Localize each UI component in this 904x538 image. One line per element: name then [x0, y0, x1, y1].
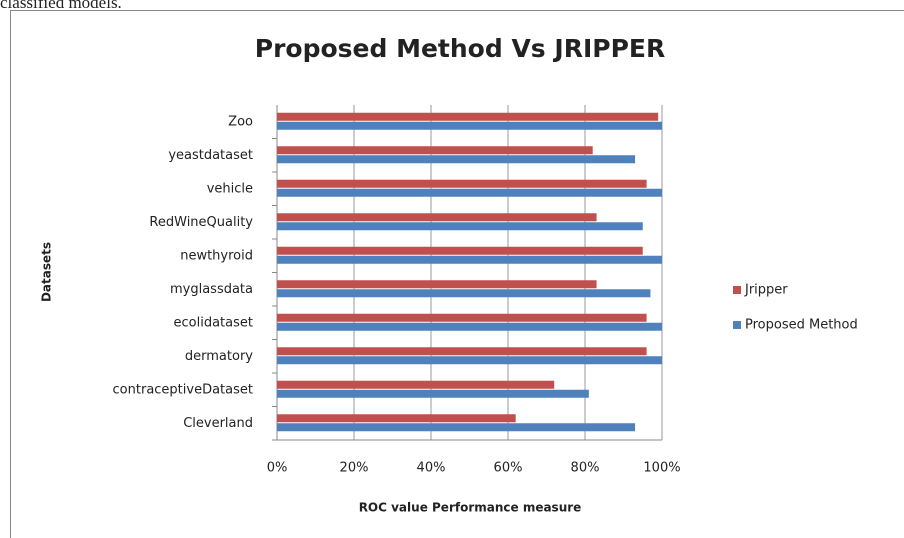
bar: [277, 289, 651, 298]
bar: [277, 347, 647, 356]
x-tick-label: 0%: [267, 461, 288, 476]
y-tick-label: vehicle: [207, 181, 253, 196]
bar: [277, 222, 643, 231]
bar: [277, 255, 662, 264]
caption: classified models.: [0, 0, 122, 12]
y-axis-label: Datasets: [40, 242, 54, 302]
legend-swatch: [733, 321, 741, 329]
bar: [277, 389, 589, 398]
bar: [277, 188, 662, 197]
y-tick-label: Cleverland: [183, 416, 253, 431]
x-tick-label: 60%: [494, 461, 523, 476]
y-tick-label: newthyroid: [180, 248, 253, 263]
legend-label: Proposed Method: [745, 318, 858, 333]
bar: [277, 414, 516, 423]
bar: [277, 155, 636, 164]
chart-title: Proposed Method Vs JRIPPER: [255, 34, 665, 63]
bar: [277, 179, 647, 188]
x-tick-label: 20%: [340, 461, 369, 476]
bar: [277, 423, 636, 432]
x-axis-label: ROC value Performance measure: [359, 501, 582, 515]
bar: [277, 280, 597, 289]
bar: [277, 322, 662, 331]
y-tick-label: myglassdata: [170, 282, 253, 297]
bar: [277, 121, 662, 130]
y-tick-label: ecolidataset: [174, 315, 253, 330]
y-tick-label: contraceptiveDataset: [113, 382, 253, 397]
bar: [277, 246, 643, 255]
x-tick-label: 100%: [643, 461, 680, 476]
legend-label: Jripper: [744, 283, 788, 298]
y-tick-label: RedWineQuality: [149, 215, 253, 230]
bar: [277, 213, 597, 222]
bar: [277, 380, 555, 389]
legend-swatch: [733, 286, 741, 294]
bar: [277, 313, 647, 322]
x-tick-label: 80%: [571, 461, 600, 476]
y-tick-label: dermatory: [185, 349, 253, 364]
chart-border: [10, 10, 904, 538]
bar: [277, 112, 659, 121]
x-tick-label: 40%: [417, 461, 446, 476]
bar: [277, 356, 662, 365]
y-tick-label: Zoo: [228, 114, 253, 129]
y-tick-label: yeastdataset: [168, 148, 253, 163]
bar: [277, 146, 593, 155]
